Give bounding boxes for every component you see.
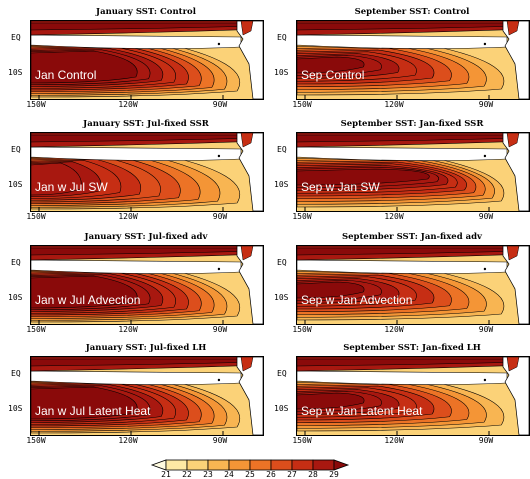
panel-label: Jan w Jul Advection	[35, 293, 141, 307]
x-axis-label: 90W	[212, 100, 228, 109]
x-axis-label: 150W	[26, 100, 46, 109]
y-axis-label: 10S	[8, 180, 23, 189]
panel-label: Sep w Jan SW	[301, 180, 380, 194]
colorbar-tick-label: 27	[287, 470, 297, 479]
colorbar-segment	[186, 459, 209, 471]
sst-contour-map	[297, 133, 529, 211]
colorbar-tick-label: 21	[161, 470, 171, 479]
panel-label: Jan Control	[35, 68, 97, 82]
sst-contour-map	[297, 357, 529, 435]
x-axis-label: 120W	[118, 325, 138, 334]
colorbar-tick-label: 25	[245, 470, 255, 479]
sst-map-panel	[30, 245, 264, 325]
y-axis-label: EQ	[11, 33, 21, 42]
colorbar-high-arrow	[333, 459, 350, 471]
y-axis-label: EQ	[11, 369, 21, 378]
y-axis-label: 10S	[274, 68, 289, 77]
panel-label: Jan w Jul Latent Heat	[35, 404, 151, 418]
sst-contour-map	[297, 246, 529, 324]
sst-contour-map	[297, 21, 529, 99]
panel-title: September SST: Jan-fixed adv	[341, 232, 483, 242]
panel-label: Sep w Jan Latent Heat	[301, 404, 423, 418]
colorbar-tick-label: 22	[182, 470, 192, 479]
panel-title: January SST: Control	[96, 7, 196, 17]
colorbar-tick-label: 26	[266, 470, 276, 479]
colorbar-segment	[291, 459, 314, 471]
x-axis-label: 150W	[26, 212, 46, 221]
y-axis-label: 10S	[8, 404, 23, 413]
panel-title: January SST: Jul-fixed adv	[84, 232, 208, 242]
x-axis-label: 150W	[26, 325, 46, 334]
y-axis-label: 10S	[274, 404, 289, 413]
panel-title: September SST: Jan-fixed SSR	[340, 119, 484, 129]
y-axis-label: 10S	[8, 68, 23, 77]
sst-contour-map	[31, 246, 263, 324]
colorbar-segment	[228, 459, 251, 471]
colorbar-tick-label: 29	[329, 470, 339, 479]
x-axis-label: 120W	[384, 436, 404, 445]
x-axis-label: 120W	[118, 212, 138, 221]
sst-contour-map	[31, 133, 263, 211]
colorbar-segment	[165, 459, 188, 471]
panel-label: Sep w Jan Advection	[301, 293, 413, 307]
y-axis-label: 10S	[274, 293, 289, 302]
panel-title: September SST: Jan-fixed LH	[343, 343, 481, 353]
panel-title: January SST: Jul-fixed SSR	[83, 119, 209, 129]
panel-title: January SST: Jul-fixed LH	[85, 343, 207, 353]
y-axis-label: 10S	[274, 180, 289, 189]
x-axis-label: 150W	[292, 100, 312, 109]
x-axis-label: 90W	[478, 100, 494, 109]
colorbar-low-arrow	[150, 459, 167, 471]
colorbar-tick-label: 28	[308, 470, 318, 479]
x-axis-label: 120W	[118, 436, 138, 445]
panel-label: Sep Control	[301, 68, 365, 82]
x-axis-label: 150W	[292, 436, 312, 445]
panel-title: September SST: Control	[354, 7, 470, 17]
sst-contour-map	[31, 357, 263, 435]
y-axis-label: EQ	[277, 145, 287, 154]
sst-map-panel	[30, 132, 264, 212]
sst-contour-map	[31, 21, 263, 99]
y-axis-label: EQ	[277, 369, 287, 378]
sst-map-panel	[296, 356, 530, 436]
y-axis-label: 10S	[8, 293, 23, 302]
colorbar-segment	[270, 459, 293, 471]
x-axis-label: 90W	[212, 212, 228, 221]
y-axis-label: EQ	[277, 33, 287, 42]
x-axis-label: 120W	[384, 212, 404, 221]
y-axis-label: EQ	[11, 258, 21, 267]
colorbar-tick-label: 23	[203, 470, 213, 479]
x-axis-label: 150W	[292, 212, 312, 221]
sst-map-panel	[296, 245, 530, 325]
x-axis-label: 90W	[478, 212, 494, 221]
colorbar	[150, 456, 380, 475]
x-axis-label: 120W	[118, 100, 138, 109]
x-axis-label: 90W	[212, 436, 228, 445]
colorbar-tick-label: 24	[224, 470, 234, 479]
sst-map-panel	[296, 20, 530, 100]
x-axis-label: 150W	[26, 436, 46, 445]
sst-map-panel	[296, 132, 530, 212]
x-axis-label: 120W	[384, 325, 404, 334]
sst-map-panel	[30, 20, 264, 100]
x-axis-label: 90W	[212, 325, 228, 334]
x-axis-label: 90W	[478, 436, 494, 445]
y-axis-label: EQ	[277, 258, 287, 267]
panel-label: Jan w Jul SW	[35, 180, 108, 194]
y-axis-label: EQ	[11, 145, 21, 154]
colorbar-segment	[249, 459, 272, 471]
colorbar-segment	[207, 459, 230, 471]
sst-map-panel	[30, 356, 264, 436]
x-axis-label: 120W	[384, 100, 404, 109]
colorbar-segment	[312, 459, 335, 471]
colorbar-scale	[150, 459, 350, 471]
x-axis-label: 90W	[478, 325, 494, 334]
x-axis-label: 150W	[292, 325, 312, 334]
